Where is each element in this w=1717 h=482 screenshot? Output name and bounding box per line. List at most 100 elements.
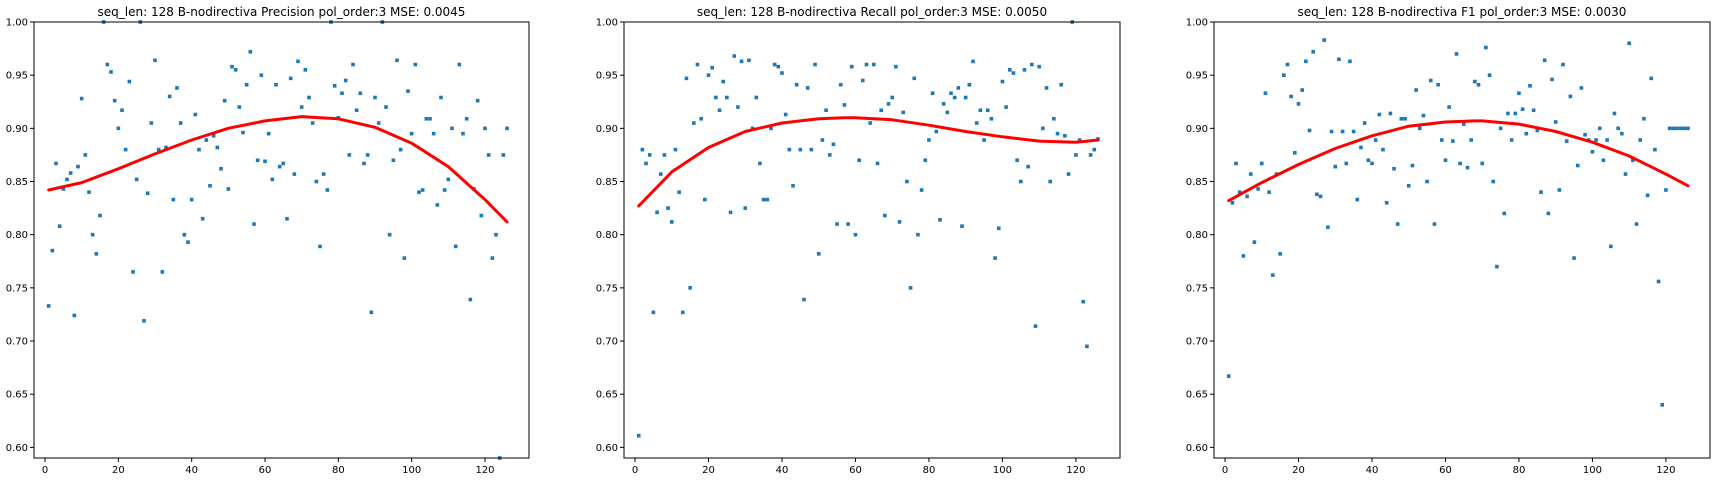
data-point [428, 116, 432, 121]
data-point [1495, 264, 1499, 269]
data-point [277, 164, 282, 169]
data-point [1081, 299, 1086, 304]
data-point [974, 121, 979, 125]
data-point [651, 310, 656, 315]
data-point [65, 177, 69, 182]
data-point [1270, 273, 1275, 277]
data-point [673, 147, 678, 152]
data-point [644, 161, 648, 166]
data-point [1597, 126, 1602, 131]
plot-frame [623, 21, 1121, 459]
data-point [189, 197, 194, 202]
data-point [413, 62, 418, 67]
data-point [83, 153, 88, 157]
data-point [494, 232, 498, 237]
data-point [1022, 68, 1027, 72]
data-point [248, 49, 253, 54]
data-point [1384, 200, 1389, 205]
data-point [666, 206, 670, 210]
data-point [813, 62, 817, 67]
data-point [226, 187, 231, 191]
data-point [1256, 187, 1260, 191]
data-point [1030, 62, 1034, 67]
data-point [376, 121, 381, 125]
data-point [647, 153, 652, 157]
data-point [1077, 138, 1082, 142]
data-point [1561, 62, 1565, 67]
x-tick-label: 0 [42, 465, 48, 476]
data-point [996, 226, 1001, 231]
data-point [754, 95, 759, 100]
data-point [68, 171, 73, 175]
fit-curve [1227, 119, 1690, 203]
data-point [1088, 153, 1093, 157]
y-tick-label: 0.90 [596, 124, 618, 135]
x-tick-label: 60 [259, 465, 272, 476]
data-point [288, 76, 293, 81]
chart-title: seq_len: 128 B-nodirectiva F1 pol_order:… [1298, 5, 1627, 19]
data-point [398, 147, 403, 152]
y-tick-label: 0.85 [6, 177, 28, 188]
data-point [1601, 158, 1606, 163]
data-point [835, 222, 839, 226]
data-point [838, 82, 843, 87]
data-point [1311, 49, 1315, 54]
data-point [765, 197, 770, 202]
data-point [167, 94, 172, 99]
data-point [175, 86, 179, 90]
data-point [897, 220, 902, 224]
data-point [186, 240, 190, 244]
data-point [1557, 188, 1562, 192]
data-point [820, 138, 825, 142]
data-point [406, 89, 410, 93]
data-point [314, 179, 319, 184]
data-point [1546, 211, 1551, 216]
data-point [919, 188, 924, 192]
data-point [1326, 225, 1330, 230]
data-point [739, 59, 744, 64]
data-point [303, 68, 308, 72]
data-point [208, 183, 212, 188]
data-point [1237, 190, 1242, 194]
y-tick-label: 0.80 [6, 230, 28, 241]
data-point [692, 121, 696, 125]
data-point [1044, 86, 1049, 90]
data-point [1517, 91, 1521, 96]
data-point [1282, 73, 1286, 77]
data-point [945, 110, 950, 115]
data-point [853, 232, 858, 237]
data-point [1528, 84, 1532, 88]
data-point [387, 232, 392, 237]
x-tick-label: 80 [1513, 465, 1526, 476]
data-point [483, 126, 487, 131]
data-point [706, 73, 711, 77]
data-point [57, 224, 62, 228]
data-point [160, 270, 165, 274]
data-point [1366, 158, 1371, 163]
y-tick-label: 0.65 [596, 390, 618, 401]
data-point [827, 153, 832, 157]
data-point [435, 203, 440, 207]
data-point [1296, 102, 1301, 106]
data-point [1513, 111, 1518, 116]
data-point [1454, 52, 1459, 56]
data-point [1285, 62, 1290, 67]
data-point [222, 98, 227, 103]
data-point [934, 129, 939, 134]
data-point [1631, 158, 1635, 163]
data-point [450, 126, 454, 131]
data-point [1085, 344, 1089, 349]
data-point [680, 310, 685, 315]
data-point [1425, 179, 1429, 184]
data-point [1092, 147, 1097, 152]
data-point [1579, 86, 1584, 90]
plot-frame [33, 21, 530, 459]
data-point [373, 95, 377, 100]
data-point [479, 213, 484, 218]
data-point [486, 153, 491, 157]
data-point [721, 79, 725, 84]
chart-title: seq_len: 128 B-nodirectiva Recall pol_or… [697, 5, 1047, 19]
data-point [849, 64, 854, 69]
data-point [1583, 132, 1587, 137]
data-point [824, 108, 828, 113]
